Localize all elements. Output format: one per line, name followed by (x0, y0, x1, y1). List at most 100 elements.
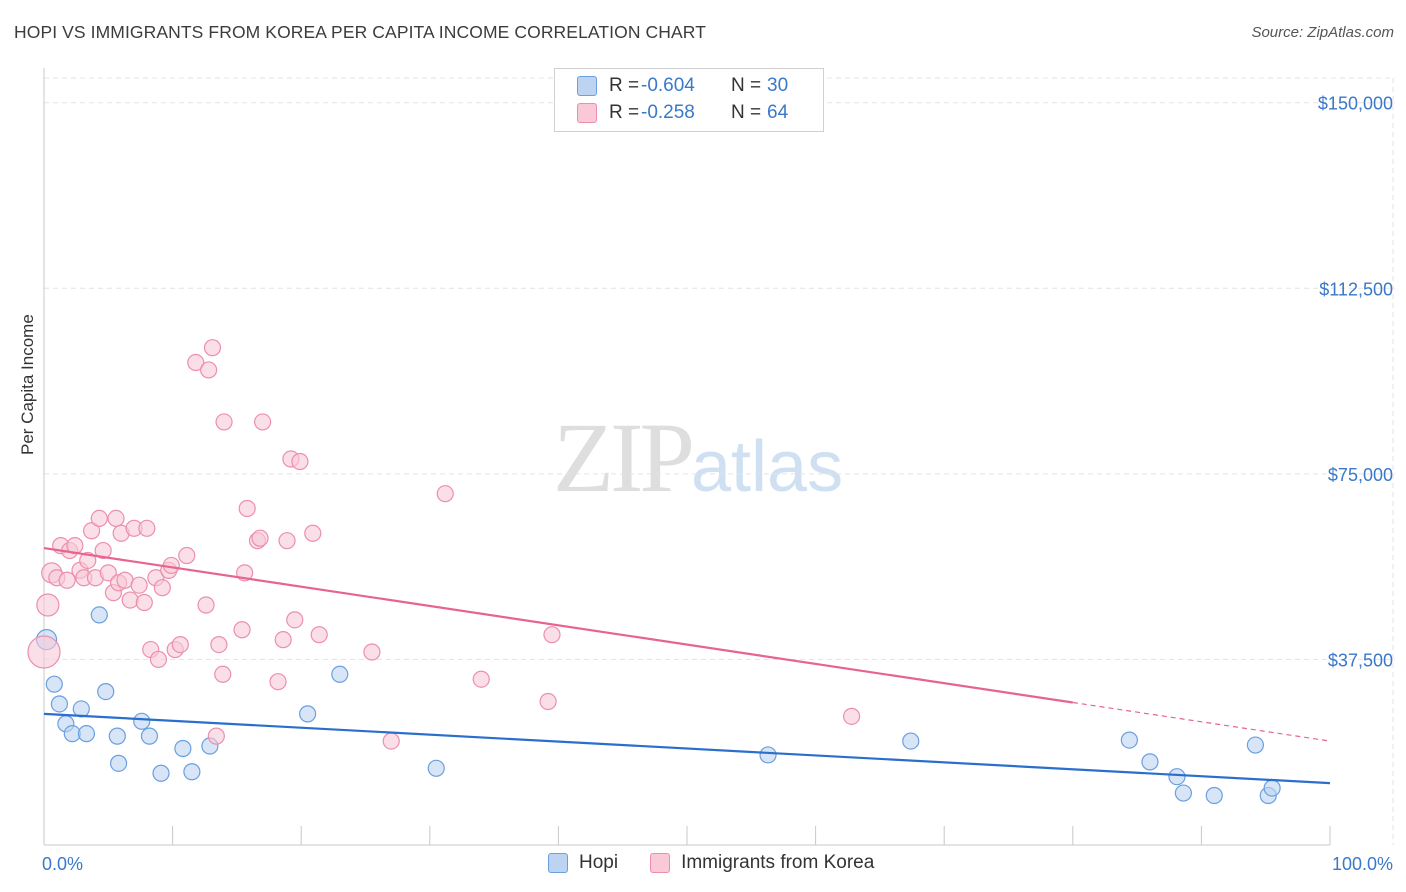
n-label: N = (731, 75, 762, 96)
korea-point (543, 626, 561, 644)
korea-point (310, 626, 328, 644)
y-tick-label: $112,500 (1319, 279, 1393, 299)
legend-row-hopi: R = -0.604 N = 30 (577, 74, 788, 98)
korea-point (207, 727, 225, 745)
hopi-point (45, 675, 63, 693)
source-label: Source: ZipAtlas.com (1251, 24, 1394, 41)
korea-point (286, 611, 304, 629)
r-label: R = (609, 102, 640, 123)
korea-point (79, 551, 97, 570)
hopi-point (183, 763, 201, 781)
korea-point (90, 509, 108, 528)
korea-point (215, 413, 233, 431)
watermark: ZIPatlas (553, 400, 843, 515)
n-value: 64 (767, 102, 789, 123)
x-tick-label-start: 0.0% (42, 854, 83, 874)
korea-point (135, 593, 153, 612)
hopi-point (902, 732, 920, 750)
korea-point (99, 564, 117, 582)
korea-point (203, 339, 222, 357)
hopi-point (152, 764, 170, 782)
hopi-legend-swatch (548, 853, 568, 873)
hopi-point (759, 746, 777, 764)
hopi-point (50, 695, 69, 713)
korea-point (269, 673, 287, 691)
korea-point (171, 635, 189, 654)
legend-label-korea: Immigrants from Korea (681, 852, 875, 873)
korea-point (210, 635, 228, 654)
x-tick-label-end: 100.0% (1332, 854, 1393, 874)
hopi-point (109, 754, 128, 772)
y-tick-label: $150,000 (1318, 94, 1393, 114)
korea-point (107, 509, 125, 528)
hopi-point (427, 759, 445, 777)
korea-point (278, 532, 296, 550)
korea-trend-extension (1072, 701, 1331, 742)
korea-point (200, 361, 218, 379)
korea-point (254, 413, 272, 431)
korea-point (58, 571, 76, 589)
r-value: -0.604 (641, 75, 695, 96)
korea-point (214, 665, 232, 683)
chart-title: HOPI VS IMMIGRANTS FROM KOREA PER CAPITA… (14, 22, 706, 42)
korea-point (233, 621, 251, 639)
hopi-point (90, 606, 108, 624)
legend-row-korea: R = -0.258 N = 64 (577, 101, 788, 125)
y-tick-label: $75,000 (1328, 465, 1393, 485)
korea-point (130, 576, 148, 594)
korea-point (539, 692, 557, 711)
watermark-atlas: atlas (691, 427, 844, 507)
hopi-point (108, 727, 126, 745)
hopi-point (174, 739, 192, 758)
korea-point (121, 591, 139, 609)
korea-point (291, 452, 309, 471)
korea-point (251, 529, 269, 547)
n-value: 30 (767, 75, 789, 96)
hopi-point (1246, 736, 1265, 754)
korea-trend-line (43, 547, 1073, 704)
hopi-swatch (577, 76, 597, 96)
korea-point (363, 643, 381, 661)
korea-swatch (577, 103, 597, 123)
korea-point (94, 541, 112, 560)
r-label: R = (609, 75, 640, 96)
korea-point (187, 353, 205, 372)
korea-point (27, 635, 61, 669)
korea-point (138, 519, 156, 537)
korea-point (82, 522, 101, 540)
hopi-point (1141, 753, 1159, 771)
korea-point (153, 579, 171, 597)
hopi-point (331, 665, 349, 683)
korea-point (36, 593, 60, 617)
legend-item-korea: Immigrants from Korea (650, 852, 874, 874)
n-label: N = (731, 102, 762, 123)
hopi-point (1263, 779, 1281, 797)
hopi-point (1120, 731, 1138, 749)
watermark-zip: ZIP (553, 402, 695, 513)
korea-point (238, 499, 256, 518)
korea-point (178, 546, 196, 565)
korea-point (149, 650, 168, 669)
korea-point (274, 631, 292, 649)
hopi-trend-line (43, 712, 1331, 785)
hopi-point (1168, 768, 1186, 786)
legend-item-hopi: Hopi (548, 852, 618, 874)
korea-point (843, 707, 861, 725)
r-value: -0.258 (641, 102, 695, 123)
hopi-point (77, 725, 96, 743)
korea-point (197, 596, 215, 614)
hopi-point (299, 705, 317, 723)
hopi-point (1205, 786, 1223, 805)
y-axis-label: Per Capita Income (18, 314, 37, 455)
korea-point (382, 732, 400, 750)
korea-point (304, 524, 322, 542)
hopi-point (1174, 784, 1192, 802)
y-tick-label: $37,500 (1328, 650, 1393, 670)
korea-point (472, 670, 490, 688)
hopi-point (133, 712, 151, 730)
korea-legend-swatch (650, 853, 671, 873)
korea-point (436, 485, 454, 503)
stats-legend: R = -0.604 N = 30 R = -0.258 N = 64 (554, 68, 824, 132)
hopi-point (140, 727, 159, 745)
